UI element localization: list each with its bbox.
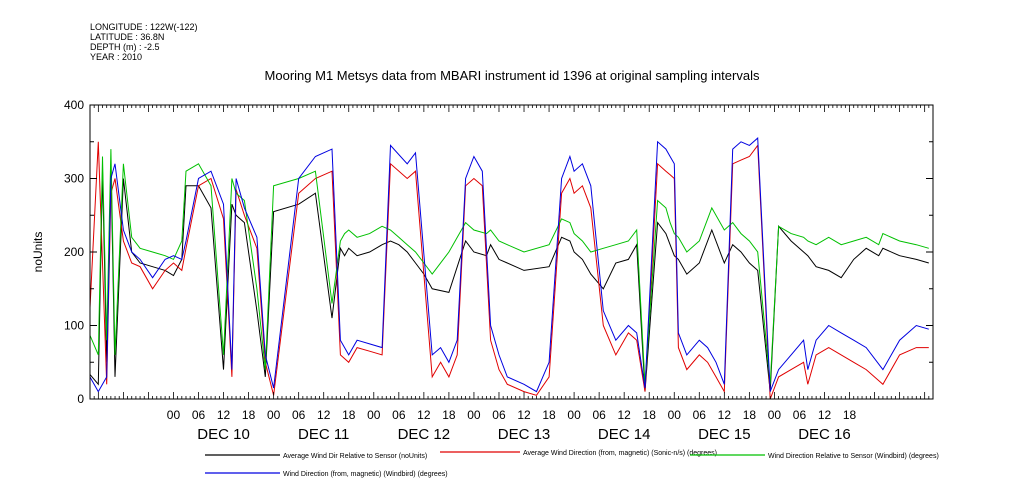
legend: Average Wind Dir Relative to Sensor (noU… <box>205 450 939 478</box>
x-tick-label: 00 <box>267 408 281 422</box>
x-day-label: DEC 10 <box>197 426 250 443</box>
x-tick-label: 12 <box>217 408 231 422</box>
x-tick-label: 00 <box>668 408 682 422</box>
x-day-label: DEC 12 <box>398 426 451 443</box>
y-tick-label: 100 <box>64 319 84 333</box>
x-tick-label: 18 <box>743 408 757 422</box>
x-tick-label: 18 <box>442 408 456 422</box>
plot-frame <box>89 104 934 400</box>
x-tick-label: 06 <box>693 408 707 422</box>
meta-year: YEAR : 2010 <box>90 52 142 62</box>
x-tick-label: 18 <box>843 408 857 422</box>
axes-layer: 0 100 200 300 400 00 06 12 18 00 06 12 18 00 06 12 18 00 0… <box>64 98 934 443</box>
y-axis-label: noUnits <box>31 232 45 273</box>
x-tick-label: 18 <box>242 408 256 422</box>
legend-label-2: Average Wind Direction (from, magnetic) … <box>523 450 717 457</box>
legend-label-4: Wind Direction (from, magnetic) (Windbir… <box>283 471 448 478</box>
x-tick-label: 06 <box>793 408 807 422</box>
x-tick-label: 18 <box>542 408 556 422</box>
x-tick-label: 00 <box>367 408 381 422</box>
series-line-2 <box>90 141 929 399</box>
x-tick-label: 12 <box>818 408 832 422</box>
x-day-label: DEC 14 <box>598 426 651 443</box>
legend-label-1: Average Wind Dir Relative to Sensor (noU… <box>283 453 427 460</box>
plot-area <box>90 137 929 399</box>
x-tick-label: 12 <box>718 408 732 422</box>
x-tick-label: 00 <box>567 408 581 422</box>
x-tick-label: 00 <box>167 408 181 422</box>
x-tick-label: 12 <box>317 408 331 422</box>
y-tick-label: 200 <box>64 245 84 259</box>
x-tick-label: 00 <box>768 408 782 422</box>
metadata-block: LONGITUDE : 122W(-122) LATITUDE : 36.8N … <box>90 22 198 62</box>
meta-latitude: LATITUDE : 36.8N <box>90 32 164 42</box>
x-day-label: DEC 11 <box>298 426 349 443</box>
chart-title: Mooring M1 Metsys data from MBARI instru… <box>265 68 760 83</box>
x-tick-label: 06 <box>592 408 606 422</box>
x-tick-label: 12 <box>417 408 431 422</box>
x-day-label: DEC 15 <box>698 426 751 443</box>
x-tick-label: 12 <box>617 408 631 422</box>
legend-label-3: Wind Direction Relative to Sensor (Windb… <box>768 453 939 460</box>
x-tick-label: 06 <box>392 408 406 422</box>
y-tick-label: 300 <box>64 172 84 186</box>
x-day-label: DEC 13 <box>498 426 551 443</box>
meta-longitude: LONGITUDE : 122W(-122) <box>90 22 198 32</box>
x-tick-label: 18 <box>643 408 657 422</box>
y-tick-label: 400 <box>64 98 84 112</box>
x-day-label: DEC 16 <box>798 426 851 443</box>
x-tick-label: 06 <box>292 408 306 422</box>
x-tick-label: 12 <box>517 408 531 422</box>
meta-depth: DEPTH (m) : -2.5 <box>90 42 160 52</box>
series-line-4 <box>90 137 929 393</box>
x-tick-label: 06 <box>492 408 506 422</box>
x-tick-label: 00 <box>467 408 481 422</box>
x-tick-label: 18 <box>342 408 356 422</box>
x-tick-label: 06 <box>192 408 206 422</box>
series-line-3 <box>90 149 929 385</box>
y-tick-label: 0 <box>77 392 84 406</box>
